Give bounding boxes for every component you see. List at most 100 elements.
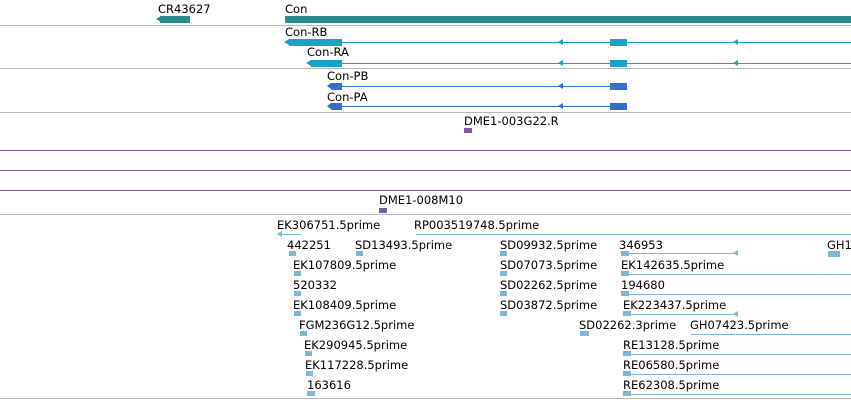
est-glyph xyxy=(623,371,631,376)
est-label[interactable]: EK108409.5prime xyxy=(293,298,397,312)
est-glyph[interactable] xyxy=(500,271,507,276)
track-separator xyxy=(0,398,851,399)
transcript-con-ra-start-arrow xyxy=(306,60,311,66)
est-label[interactable]: SD09932.5prime xyxy=(500,238,598,252)
transcript-con-pa-start-arrow xyxy=(327,103,331,109)
transcript-con-rb-exon2 xyxy=(610,39,627,46)
track-separator xyxy=(0,190,851,191)
est-label[interactable]: 442251 xyxy=(287,238,331,252)
est-label[interactable]: GH07423.5prime xyxy=(690,318,789,332)
transcript-con-pb-line[interactable] xyxy=(330,86,627,87)
est-glyph[interactable] xyxy=(294,311,301,316)
est-arrow xyxy=(277,231,282,237)
transcript-label-con-pa[interactable]: Con-PA xyxy=(327,90,368,104)
est-glyph[interactable] xyxy=(500,291,507,296)
track-separator xyxy=(0,214,851,215)
est-glyph[interactable] xyxy=(623,374,851,375)
est-glyph[interactable] xyxy=(691,334,851,335)
est-glyph[interactable] xyxy=(621,294,851,295)
est-glyph[interactable] xyxy=(623,394,851,395)
est-label[interactable]: 163616 xyxy=(307,378,351,392)
est-label[interactable]: 520332 xyxy=(293,278,337,292)
est-label[interactable]: FGM236G12.5prime xyxy=(299,318,415,332)
gene-cr43627-glyph[interactable] xyxy=(160,16,190,23)
transcript-con-pa-exon xyxy=(331,103,342,110)
transcript-con-pb-exon2 xyxy=(610,83,627,90)
est-label[interactable]: SD02262.3prime xyxy=(579,318,677,332)
transcript-label-con-ra[interactable]: Con-RA xyxy=(307,45,349,59)
est-glyph xyxy=(621,291,629,296)
est-label[interactable]: SD02262.5prime xyxy=(500,278,598,292)
est-glyph[interactable] xyxy=(623,354,851,355)
est-label[interactable]: RE06580.5prime xyxy=(623,358,720,372)
est-glyph xyxy=(621,251,629,256)
est-glyph xyxy=(623,351,631,356)
transcript-con-ra-exon xyxy=(311,60,342,67)
gene-label-con[interactable]: Con xyxy=(285,2,308,16)
est-glyph[interactable] xyxy=(281,234,301,235)
track-separator xyxy=(0,25,851,26)
est-glyph[interactable] xyxy=(307,391,315,396)
est-label[interactable]: SD13493.5prime xyxy=(355,238,453,252)
track-separator xyxy=(0,170,851,171)
est-glyph[interactable] xyxy=(306,371,313,376)
est-label[interactable]: EK142635.5prime xyxy=(621,258,725,272)
transcript-con-pb-arrow xyxy=(558,83,563,89)
track-separator xyxy=(0,68,851,69)
oligo-dme1-008m10-glyph[interactable] xyxy=(379,208,387,213)
transcript-con-rb-exon xyxy=(289,39,342,46)
transcript-con-rb-arrow1 xyxy=(558,39,563,45)
oligo-dme1-003g22-glyph[interactable] xyxy=(464,128,472,133)
oligo-label-dme1-008m10[interactable]: DME1-008M10 xyxy=(379,193,464,207)
transcript-con-pa-line[interactable] xyxy=(330,106,627,107)
est-glyph[interactable] xyxy=(828,251,840,257)
est-glyph[interactable] xyxy=(500,311,507,316)
transcript-con-rb-line[interactable] xyxy=(288,42,851,43)
est-glyph[interactable] xyxy=(300,331,307,336)
transcript-con-pa-exon2 xyxy=(610,103,627,110)
est-label[interactable]: EK117228.5prime xyxy=(305,358,409,372)
transcript-con-ra-arrow2 xyxy=(733,60,738,66)
est-glyph[interactable] xyxy=(416,234,851,235)
track-separator xyxy=(0,150,851,151)
est-label[interactable]: SD07073.5prime xyxy=(500,258,598,272)
est-glyph[interactable] xyxy=(294,271,301,276)
est-glyph[interactable] xyxy=(580,331,589,336)
est-label[interactable]: EK223437.5prime xyxy=(623,298,727,312)
est-arrow xyxy=(733,250,738,256)
est-glyph[interactable] xyxy=(621,253,738,254)
gene-con-glyph[interactable] xyxy=(285,16,851,23)
est-glyph xyxy=(623,391,631,396)
est-glyph[interactable] xyxy=(289,251,296,256)
est-glyph xyxy=(621,271,629,276)
transcript-label-con-pb[interactable]: Con-PB xyxy=(327,69,369,83)
est-glyph xyxy=(623,311,631,316)
transcript-con-pa-arrow xyxy=(558,103,563,109)
transcript-label-con-rb[interactable]: Con-RB xyxy=(285,25,328,39)
transcript-con-ra-arrow1 xyxy=(558,60,563,66)
est-glyph[interactable] xyxy=(356,251,363,256)
est-label[interactable]: 346953 xyxy=(619,238,663,252)
gene-label-cr43627[interactable]: CR43627 xyxy=(158,2,211,16)
est-label[interactable]: RP003519748.5prime xyxy=(414,218,540,232)
est-label[interactable]: EK306751.5prime xyxy=(277,218,381,232)
est-label[interactable]: 194680 xyxy=(621,278,665,292)
est-glyph[interactable] xyxy=(500,251,507,256)
est-label[interactable]: RE62308.5prime xyxy=(623,378,720,392)
transcript-con-ra-exon2 xyxy=(610,60,627,67)
est-arrow xyxy=(733,311,738,317)
transcript-con-ra-line[interactable] xyxy=(310,63,851,64)
est-label[interactable]: SD03872.5prime xyxy=(500,298,598,312)
est-label[interactable]: RE13128.5prime xyxy=(623,338,720,352)
est-glyph[interactable] xyxy=(621,274,851,275)
est-label[interactable]: EK107809.5prime xyxy=(293,258,397,272)
transcript-con-pb-start-arrow xyxy=(327,83,331,89)
est-glyph[interactable] xyxy=(623,314,738,315)
est-label[interactable]: EK290945.5prime xyxy=(304,338,408,352)
track-separator xyxy=(0,112,851,113)
est-label[interactable]: GH1 xyxy=(827,238,851,252)
est-glyph[interactable] xyxy=(305,351,312,356)
oligo-label-dme1-003g22[interactable]: DME1-003G22.R xyxy=(464,114,559,128)
est-glyph[interactable] xyxy=(294,291,301,296)
